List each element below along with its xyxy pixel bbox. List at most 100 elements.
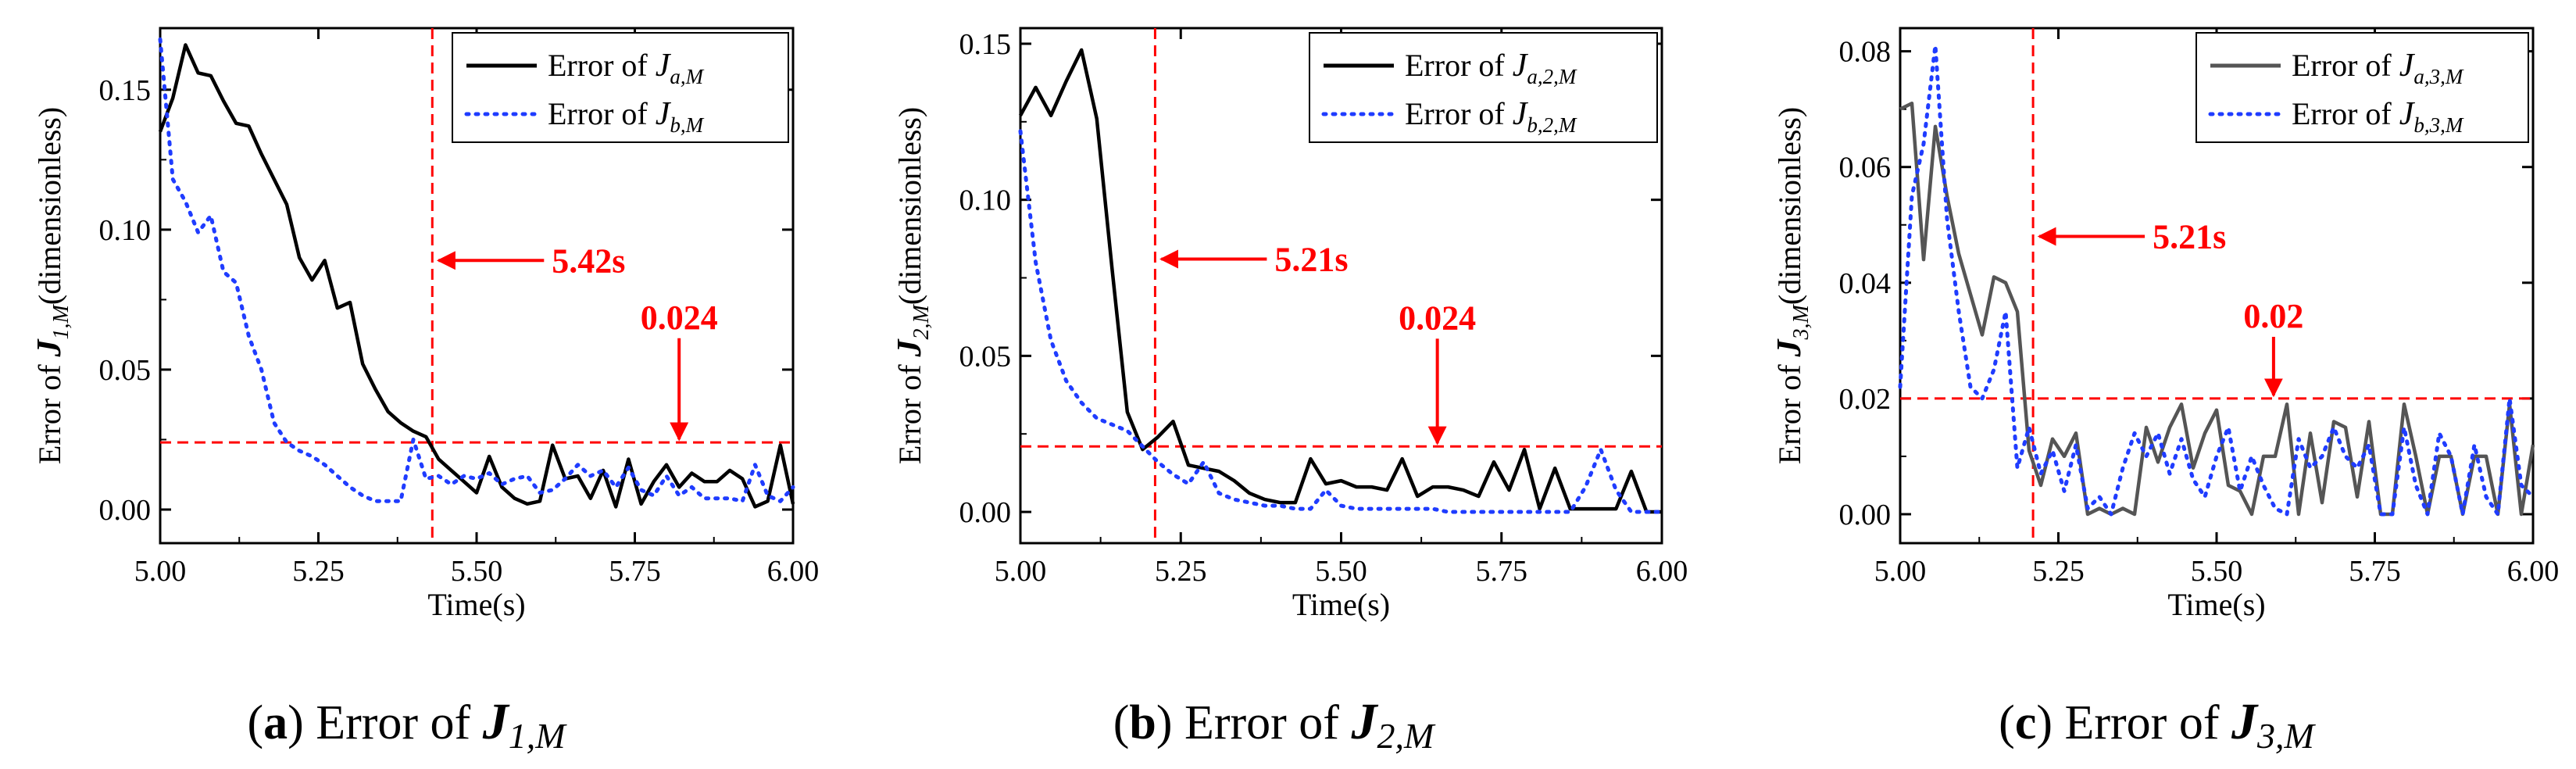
caption-letter: a: [263, 696, 288, 749]
x-tick-label: 5.50: [451, 555, 503, 588]
x-tick-label: 5.00: [995, 555, 1047, 588]
x-tick-label: 5.00: [134, 555, 187, 588]
legend-entry-subscript: b,3,M: [2413, 113, 2464, 137]
series-line-a: [1899, 102, 2535, 517]
series-line-a: [1019, 48, 1662, 514]
x-axis-label: Time(s): [1292, 587, 1390, 622]
caption-text: Error of: [2065, 696, 2231, 749]
x-tick-label: 5.50: [2191, 555, 2243, 588]
panel-caption: (c) Error of J3,M: [1999, 693, 2316, 756]
legend-entry-symbol: J: [656, 96, 672, 132]
x-tick-label: 5.75: [1476, 555, 1528, 588]
caption-letter: b: [1129, 696, 1156, 749]
legend-entry: Error of Ja,M: [548, 48, 705, 88]
legend-box: [452, 32, 789, 143]
legend-entry: Error of Jb,2,M: [1405, 96, 1577, 137]
y-tick-label: 0.02: [1839, 383, 1892, 416]
caption-symbol: J: [1350, 693, 1378, 750]
y-tick-label: 0.15: [99, 74, 152, 107]
y-tick-label: 0.05: [99, 354, 152, 387]
series-line-a: [158, 43, 795, 509]
caption-paren-close: ): [1156, 696, 1184, 749]
legend-entry: Error of Ja,3,M: [2292, 48, 2464, 88]
caption-subscript: 1,M: [509, 716, 568, 756]
x-tick-label: 5.00: [1874, 555, 1927, 588]
legend-entry-prefix: Error of: [2292, 48, 2399, 83]
panel-caption: (b) Error of J2,M: [1113, 693, 1436, 756]
y-tick-label: 0.04: [1839, 267, 1892, 300]
x-tick-label: 5.25: [292, 555, 345, 588]
y-axis-label-symbol: J: [1770, 338, 1808, 357]
value-annotation-label: 0.02: [2243, 297, 2303, 335]
y-axis-label-prefix: Error of: [892, 356, 927, 464]
legend-entry-prefix: Error of: [548, 48, 656, 83]
legend-box: [2195, 32, 2529, 143]
x-tick-label: 6.00: [2507, 555, 2560, 588]
caption-text: Error of: [316, 696, 482, 749]
x-tick-label: 5.75: [2349, 555, 2401, 588]
x-axis-label: Time(s): [2167, 587, 2265, 622]
y-axis-label-subscript: 2,M: [909, 303, 934, 339]
y-tick-label: 0.10: [99, 214, 152, 247]
caption-letter: c: [2015, 696, 2037, 749]
y-axis-label: Error of J3,M(dimensionless): [1770, 107, 1813, 464]
y-tick-label: 0.08: [1839, 36, 1892, 69]
legend-entry-subscript: a,3,M: [2413, 65, 2464, 88]
caption-paren-open: (: [247, 696, 263, 749]
y-axis-label-prefix: Error of: [1772, 356, 1807, 464]
legend-entry-subscript: a,2,M: [1527, 65, 1577, 88]
legend-entry: Error of Jb,3,M: [2292, 96, 2464, 137]
value-annotation-label: 0.024: [641, 299, 718, 337]
y-axis-label-prefix: Error of: [32, 356, 67, 464]
legend-entry: Error of Ja,2,M: [1405, 48, 1577, 88]
time-annotation-label: 5.21s: [2153, 218, 2226, 256]
y-axis-label-subscript: 1,M: [49, 303, 73, 339]
legend-entry: Error of Jb,M: [548, 96, 705, 137]
legend-box: [1309, 32, 1658, 143]
y-tick-label: 0.05: [959, 340, 1012, 373]
panel-caption: (a) Error of J1,M: [247, 693, 567, 756]
x-tick-label: 5.25: [2032, 555, 2085, 588]
x-tick-label: 6.00: [1636, 555, 1688, 588]
value-annotation-label: 0.024: [1399, 299, 1476, 337]
legend-entry-symbol: J: [656, 48, 672, 84]
y-axis-label-suffix: (dimensionless): [892, 107, 927, 305]
legend-entry-subscript: b,2,M: [1527, 113, 1577, 137]
caption-text: Error of: [1184, 696, 1351, 749]
legend-entry-prefix: Error of: [1405, 48, 1513, 83]
caption-paren-close: ): [2036, 696, 2064, 749]
legend-entry-prefix: Error of: [548, 96, 656, 131]
legend-entry-prefix: Error of: [2292, 96, 2399, 131]
x-tick-label: 6.00: [767, 555, 820, 588]
y-axis-label-suffix: (dimensionless): [1772, 107, 1807, 305]
legend-entry-prefix: Error of: [1405, 96, 1513, 131]
y-tick-label: 0.10: [959, 184, 1012, 217]
caption-symbol: J: [482, 693, 510, 750]
legend-entry-symbol: J: [1513, 96, 1529, 132]
time-annotation-label: 5.42s: [552, 241, 625, 280]
y-tick-label: 0.00: [99, 494, 152, 527]
y-axis-label: Error of J1,M(dimensionless): [30, 107, 73, 464]
caption-subscript: 3,M: [2256, 716, 2317, 756]
series-line-b: [1018, 129, 1664, 514]
legend-entry-symbol: J: [1513, 48, 1529, 84]
y-tick-label: 0.15: [959, 28, 1012, 61]
series-line-b: [1898, 43, 2535, 517]
x-axis-label: Time(s): [427, 587, 525, 622]
panel-a: 5.00 5.25 5.50 5.75 6.00 0.00 0.05 0.10 0.15 Time…: [30, 27, 820, 756]
legend-entry-symbol: J: [2399, 48, 2416, 84]
y-tick-label: 0.00: [959, 496, 1012, 529]
panel-c: 5.00 5.25 5.50 5.75 6.00 0.00 0.02 0.04 0.06 0.08…: [1770, 27, 2560, 756]
legend-entry-subscript: b,M: [670, 113, 704, 137]
y-tick-label: 0.06: [1839, 152, 1892, 184]
caption-subscript: 2,M: [1377, 716, 1436, 756]
y-axis-label-symbol: J: [890, 338, 928, 357]
x-tick-label: 5.50: [1315, 555, 1367, 588]
x-tick-label: 5.25: [1155, 555, 1207, 588]
time-annotation-label: 5.21s: [1274, 241, 1348, 279]
panel-b: 5.00 5.25 5.50 5.75 6.00 0.00 0.05 0.10 0.15 Time…: [890, 27, 1688, 756]
y-axis-label: Error of J2,M(dimensionless): [890, 107, 934, 464]
y-axis-label-subscript: 3,M: [1789, 303, 1813, 340]
caption-paren-open: (: [1999, 696, 2015, 749]
